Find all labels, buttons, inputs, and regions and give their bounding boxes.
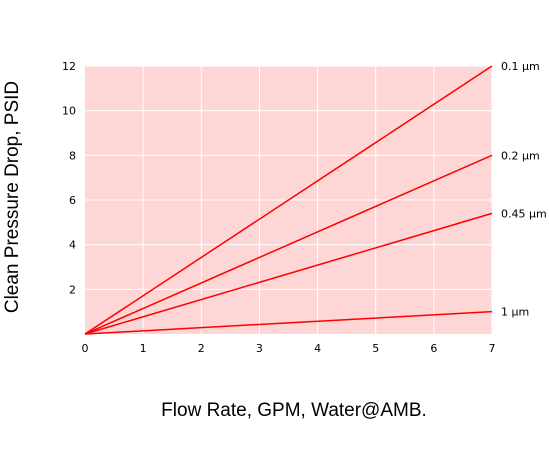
x-tick-label: 2 [198,342,205,355]
y-tick-label: 8 [69,149,76,162]
y-axis-ticks: 2 4 6 8 10 12 [62,60,76,296]
x-tick-label: 0 [82,342,89,355]
series-label: 0.45 µm [501,207,547,220]
series-line [84,65,493,335]
y-tick-label: 6 [69,194,76,207]
series-label: 0.2 µm [501,149,540,162]
series-line [84,154,493,335]
y-tick-label: 10 [62,105,76,118]
x-tick-label: 7 [489,342,496,355]
series-line [84,212,493,335]
x-tick-label: 4 [314,342,321,355]
series-label: 0.1 µm [501,60,540,73]
series-line [84,310,493,335]
x-tick-label: 3 [256,342,263,355]
y-tick-label: 2 [69,283,76,296]
x-tick-label: 5 [372,342,379,355]
y-axis-title: Clean Pressure Drop, PSID [2,81,23,313]
x-tick-label: 6 [430,342,437,355]
x-axis-title: Flow Rate, GPM, Water@AMB. [161,400,427,421]
y-tick-label: 12 [62,60,76,73]
y-tick-label: 4 [69,239,76,252]
series-lines [84,65,493,335]
x-axis-ticks: 0 1 2 3 4 5 6 7 [82,342,496,355]
series-label: 1 µm [501,306,529,319]
x-tick-label: 1 [140,342,147,355]
series-labels: 0.1 µm 0.2 µm 0.45 µm 1 µm [501,60,547,319]
